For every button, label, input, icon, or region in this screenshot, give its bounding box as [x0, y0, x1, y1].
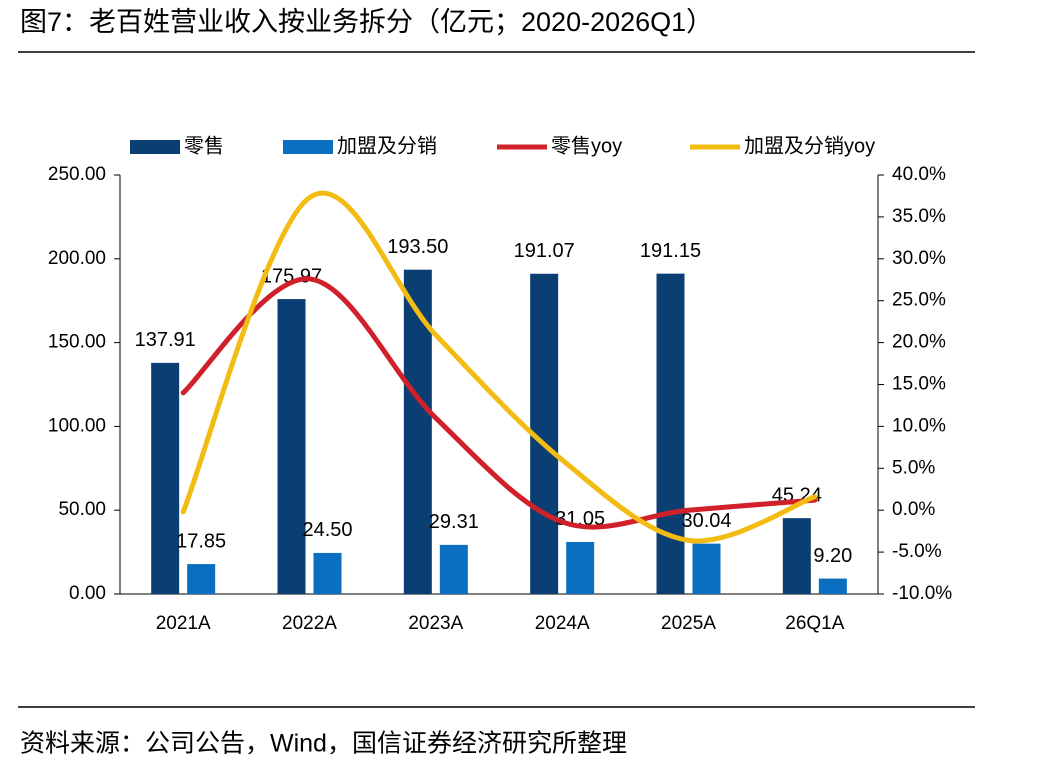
legend-label: 零售yoy [551, 134, 622, 157]
bar [692, 543, 721, 594]
data-label: 17.85 [176, 530, 226, 552]
bar [403, 269, 432, 594]
y-tick-label: 50.00 [58, 499, 106, 520]
bar [439, 544, 468, 594]
legend-label: 加盟及分销 [337, 134, 437, 157]
data-label: 9.20 [813, 545, 852, 567]
legend-label: 加盟及分销yoy [744, 134, 875, 157]
data-label: 24.50 [302, 519, 352, 541]
x-tick-label: 2025A [661, 613, 716, 634]
line [180, 276, 818, 530]
bar [656, 273, 685, 594]
bar [187, 564, 216, 594]
chart-title: 图7：老百姓营业收入按业务拆分（亿元；2020-2026Q1） [20, 7, 713, 37]
y2-tick-label: 15.0% [892, 374, 946, 395]
legend-swatch [283, 140, 333, 154]
y2-tick-label: 0.0% [892, 499, 935, 520]
y2-tick-label: 30.0% [892, 248, 946, 269]
y-tick-label: 200.00 [48, 248, 106, 269]
y-tick-label: 100.00 [48, 415, 106, 436]
data-label: 175.97 [261, 265, 322, 287]
y2-tick-label: 20.0% [892, 332, 946, 353]
data-label: 29.31 [429, 511, 479, 533]
x-tick-label: 2021A [156, 613, 211, 634]
data-label: 191.07 [514, 240, 575, 262]
x-tick-label: 2024A [535, 613, 590, 634]
data-label: 191.15 [640, 240, 701, 262]
legend-label: 零售 [184, 134, 224, 157]
y-tick-label: 250.00 [48, 164, 106, 185]
line [180, 190, 818, 544]
y2-tick-label: -10.0% [892, 583, 952, 604]
y2-tick-label: -5.0% [892, 541, 942, 562]
data-label: 137.91 [135, 329, 196, 351]
y2-tick-label: 40.0% [892, 164, 946, 185]
bar [151, 362, 180, 594]
bar [277, 299, 306, 594]
x-tick-label: 2023A [408, 613, 463, 634]
data-label: 30.04 [681, 510, 731, 532]
bar [782, 518, 811, 594]
y2-tick-label: 35.0% [892, 206, 946, 227]
x-tick-label: 26Q1A [785, 613, 844, 634]
bar [566, 541, 595, 594]
y2-tick-label: 25.0% [892, 290, 946, 311]
y-tick-label: 0.00 [69, 583, 106, 604]
source-note: 资料来源：公司公告，Wind，国信证券经济研究所整理 [20, 730, 627, 758]
y2-tick-label: 10.0% [892, 415, 946, 436]
data-label: 193.50 [387, 236, 448, 258]
x-tick-label: 2022A [282, 613, 337, 634]
y2-tick-label: 5.0% [892, 457, 935, 478]
bar [818, 578, 847, 594]
legend-swatch [130, 140, 180, 154]
y-tick-label: 150.00 [48, 332, 106, 353]
bar [313, 552, 342, 594]
